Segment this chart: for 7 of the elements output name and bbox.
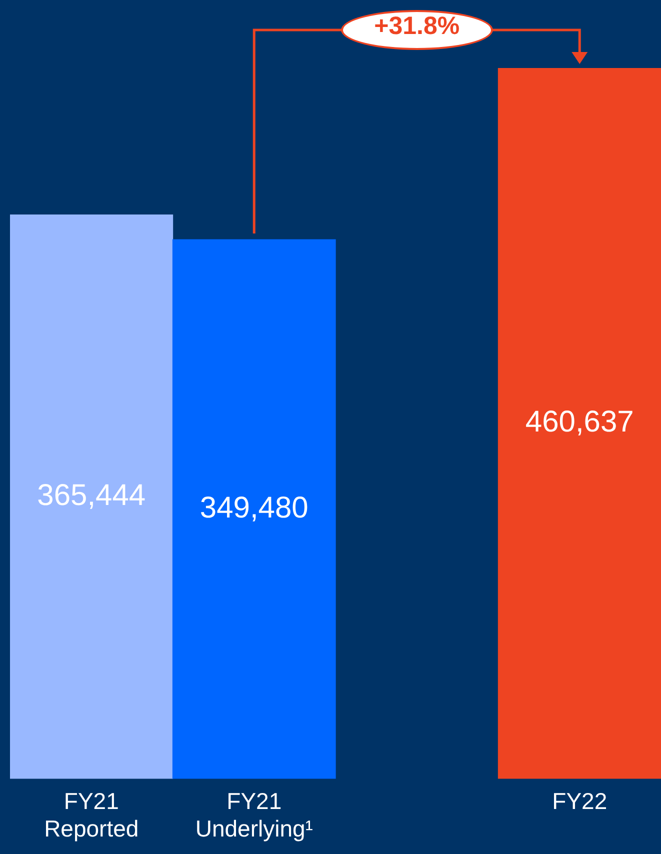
x-tick-label: FY22 <box>552 788 608 814</box>
data-label: 349,480 <box>200 491 308 524</box>
data-label: 365,444 <box>37 479 146 512</box>
text: +31.8% <box>340 10 493 50</box>
x-tick-label: FY21 Underlying¹ <box>195 788 314 842</box>
data-label: 460,637 <box>525 406 634 439</box>
x-tick-label: FY21 Reported <box>44 788 139 842</box>
